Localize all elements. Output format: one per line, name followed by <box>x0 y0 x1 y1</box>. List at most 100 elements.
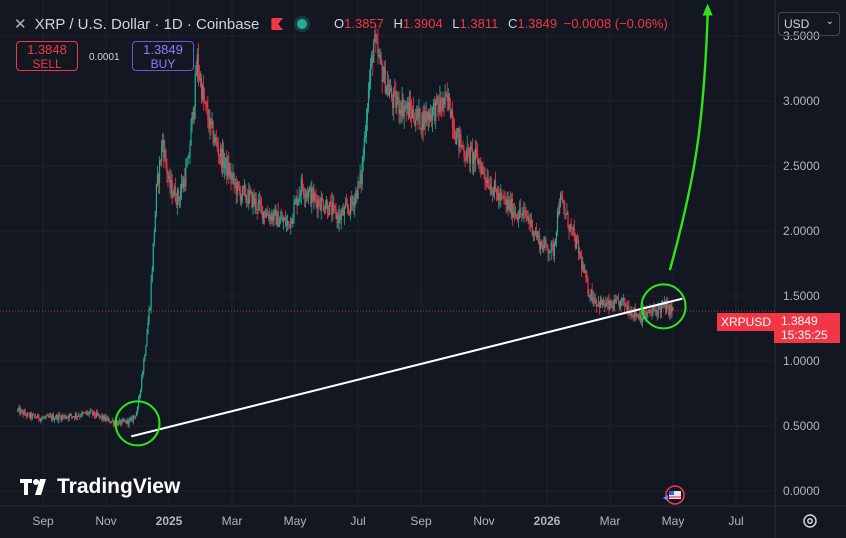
candle-body <box>341 209 343 214</box>
candle-body <box>569 224 571 231</box>
candle-body <box>412 109 414 118</box>
candle-body <box>352 202 354 205</box>
candle-body <box>136 407 139 413</box>
candle-body <box>27 413 29 415</box>
symbol-title[interactable]: XRP / U.S. Dollar · 1D · Coinbase <box>34 15 260 33</box>
candle-body <box>454 129 456 139</box>
candle-body <box>86 412 88 414</box>
candle-body <box>388 91 391 95</box>
candle-body <box>137 398 140 408</box>
candle-body <box>149 308 151 310</box>
sell-button[interactable]: 1.3848 SELL <box>16 41 78 71</box>
low-value: 1.3811 <box>459 16 499 31</box>
candle-body <box>271 214 273 221</box>
candle-body <box>297 199 299 206</box>
candle-body <box>178 200 181 202</box>
candle-body <box>62 415 64 417</box>
candle-body <box>339 214 341 221</box>
candle-body <box>81 412 83 417</box>
ohlc-legend: O1.3857 H1.3904 L1.3811 C1.3849 −0.0008 … <box>334 16 668 31</box>
candle-body <box>35 416 37 418</box>
sell-label: SELL <box>32 57 62 71</box>
candle-body <box>334 205 336 209</box>
candle-body <box>403 108 405 117</box>
candle-body <box>628 306 630 315</box>
candle-body <box>485 178 487 184</box>
candle-body <box>372 54 374 63</box>
candle-body <box>151 269 153 282</box>
candle-body <box>606 303 608 305</box>
candle-body <box>355 190 357 198</box>
candle-body <box>430 113 433 121</box>
flag-icon[interactable] <box>271 18 284 30</box>
y-tick-label: 2.0000 <box>783 224 820 238</box>
candle-body <box>531 219 533 236</box>
candle-body <box>570 224 572 228</box>
candle-body <box>461 145 463 147</box>
buy-price: 1.3849 <box>143 42 183 57</box>
spread-value: 0.0001 <box>89 52 120 63</box>
candle-body <box>351 197 353 205</box>
candle-body <box>250 191 252 193</box>
candle-body <box>652 308 654 312</box>
highlight-circle[interactable] <box>640 283 687 330</box>
candle-body <box>620 297 623 301</box>
candle-body <box>279 218 281 223</box>
highlight-circle[interactable] <box>114 400 161 447</box>
candle-body <box>366 108 369 121</box>
candle-body <box>373 42 375 63</box>
candle-body <box>371 54 373 65</box>
candle-body <box>389 88 392 92</box>
candle-body <box>409 102 412 111</box>
candle-body <box>574 235 576 248</box>
support-trendline[interactable] <box>130 297 683 438</box>
candle-body <box>410 110 413 118</box>
y-tick-label: 0.0000 <box>783 484 820 498</box>
candle-body <box>654 309 656 312</box>
tradingview-logo-icon <box>20 479 46 495</box>
price-axis[interactable]: 0.0000 0.5000 1.0000 1.5000 2.0000 2.5000 3.00… <box>783 29 820 498</box>
candle-body <box>549 251 551 253</box>
candle-body <box>165 149 167 164</box>
candle-body <box>653 308 655 310</box>
projection-arrow[interactable] <box>668 15 709 271</box>
candle-body <box>335 208 337 219</box>
candle-body <box>533 232 535 234</box>
candle-body <box>317 199 319 209</box>
candle-body <box>627 306 629 310</box>
candle-body <box>376 40 378 43</box>
candle-body <box>121 420 123 425</box>
candle-body <box>109 422 111 423</box>
candle-body <box>630 310 632 316</box>
candle-body <box>25 414 27 417</box>
currency-select[interactable]: USD ⌄ <box>778 12 840 36</box>
time-axis[interactable]: Sep Nov 2025 Mar May Jul Sep Nov 2026 Mar May Jul <box>32 514 743 528</box>
candle-body <box>427 112 429 120</box>
candle-body <box>458 128 460 147</box>
symbol-price-tag: XRPUSD <box>717 313 776 331</box>
candle-body <box>414 119 416 125</box>
candle-body <box>505 199 507 205</box>
candle-body <box>568 227 570 231</box>
candle-body <box>393 91 395 108</box>
candle-body <box>437 96 439 105</box>
candle-body <box>482 166 484 168</box>
candle-body <box>476 148 478 154</box>
settings-icon[interactable] <box>801 512 819 530</box>
candle-body <box>148 309 150 323</box>
candle-body <box>228 162 230 177</box>
candle-body <box>504 198 506 200</box>
close-icon[interactable]: ✕ <box>14 16 27 33</box>
earnings-flag-icon[interactable] <box>663 484 685 506</box>
x-tick-label: Sep <box>410 514 432 528</box>
buy-button[interactable]: 1.3849 BUY <box>132 41 194 71</box>
tradingview-logo[interactable]: TradingView <box>20 472 180 502</box>
candle-body <box>551 242 553 245</box>
candle-body <box>450 110 453 118</box>
candle-body <box>210 117 212 125</box>
candle-body <box>370 64 372 82</box>
candle-body <box>433 103 435 108</box>
candle-body <box>502 195 504 198</box>
candle-body <box>418 108 420 118</box>
